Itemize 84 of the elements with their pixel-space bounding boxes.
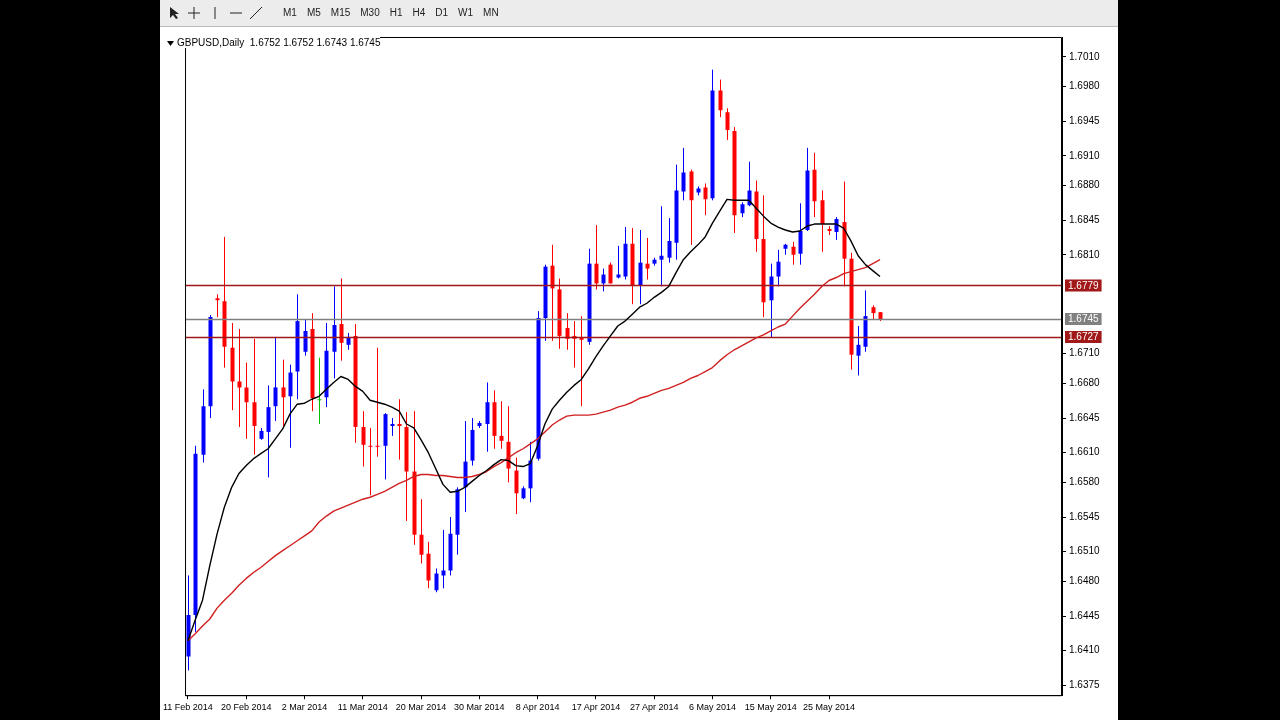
x-tick-label: 6 May 2014: [688, 702, 736, 713]
y-tick-label: 1.6610: [1069, 446, 1101, 458]
text: M5: [305, 6, 322, 20]
candlestick: [361, 410, 366, 468]
candlestick: [368, 427, 373, 496]
text: D1: [434, 6, 450, 20]
text: MN: [482, 6, 500, 20]
y-tick-label: 1.6680: [1069, 377, 1101, 389]
x-tick-label: 15 May 2014: [744, 702, 797, 713]
candlestick: [856, 325, 861, 376]
y-tick-label: 1.6645: [1069, 411, 1101, 423]
candlestick: [579, 315, 584, 407]
candlestick: [616, 245, 621, 280]
candlestick: [375, 347, 380, 458]
y-tick-label: 1.6910: [1069, 149, 1101, 161]
candlestick: [419, 498, 424, 565]
candlestick: [273, 336, 278, 422]
candlestick: [659, 205, 664, 287]
candlestick: [791, 241, 796, 266]
text: H4: [411, 6, 427, 20]
candlestick: [769, 263, 774, 339]
candlestick: [288, 364, 293, 449]
candlestick: [645, 237, 650, 280]
ref-line-label: 1.6745: [1068, 313, 1100, 325]
y-tick-label: 1.7010: [1069, 50, 1101, 62]
x-tick-label: 8 Apr 2014: [515, 702, 560, 713]
y-tick-label: 1.6810: [1069, 248, 1101, 260]
x-tick-label: 25 May 2014: [803, 702, 856, 713]
candlestick: [594, 224, 599, 290]
y-tick-label: 1.6510: [1069, 545, 1101, 557]
candlestick: [514, 457, 519, 515]
ref-line-label: 1.6779: [1068, 279, 1100, 291]
y-tick-label: 1.6375: [1069, 679, 1101, 691]
text: H1: [388, 6, 404, 20]
y-tick-label: 1.6980: [1069, 80, 1101, 92]
candlestick: [397, 398, 402, 461]
x-tick-label: 11 Feb 2014: [163, 702, 213, 713]
candlestick: [718, 79, 723, 118]
candlestick: [244, 362, 249, 440]
candlestick: [725, 107, 730, 141]
candlestick: [638, 229, 643, 305]
x-tick-label: 27 Apr 2014: [629, 702, 679, 713]
candlestick: [820, 189, 825, 253]
candlestick: [776, 249, 781, 287]
y-tick-label: 1.6580: [1069, 476, 1101, 488]
candlestick: [434, 568, 439, 593]
candlestick: [681, 147, 686, 201]
y-tick-label: 1.6545: [1069, 510, 1101, 522]
y-tick-label: 1.6410: [1069, 644, 1101, 656]
candlestick: [252, 338, 257, 456]
ref-line-label: 1.6727: [1068, 331, 1100, 343]
y-tick-label: 1.6845: [1069, 213, 1101, 225]
candlestick: [303, 319, 308, 357]
candlestick: [281, 359, 286, 428]
candlestick: [667, 217, 672, 264]
x-tick-label: 30 Mar 2014: [454, 702, 505, 713]
text: M30: [359, 6, 381, 20]
text: M1: [282, 6, 298, 20]
candlestick: [550, 244, 555, 342]
chart-title: GBPUSD,Daily 1.6752 1.6752 1.6743 1.6745: [177, 37, 381, 48]
x-tick-label: 2 Mar 2014: [281, 702, 328, 713]
candlestick: [441, 529, 446, 589]
candlestick: [215, 293, 220, 318]
y-tick-label: 1.6880: [1069, 179, 1101, 191]
candlestick: [565, 312, 570, 351]
candlestick: [747, 161, 752, 207]
x-tick-label: 11 Mar 2014: [337, 702, 388, 713]
candlestick: [339, 278, 344, 362]
y-tick-label: 1.6710: [1069, 347, 1101, 359]
candlestick: [798, 202, 803, 266]
y-tick-label: 1.6945: [1069, 114, 1101, 126]
y-tick-label: 1.6445: [1069, 609, 1101, 621]
text: M15: [329, 6, 352, 20]
y-tick-label: 1.6480: [1069, 575, 1101, 587]
x-tick-label: 17 Apr 2014: [571, 702, 621, 713]
x-tick-label: 20 Feb 2014: [220, 702, 272, 713]
text: W1: [457, 6, 475, 20]
candlestick: [601, 268, 606, 292]
candlestick: [485, 381, 490, 453]
x-tick-label: 20 Mar 2014: [395, 702, 447, 713]
candlestick: [237, 328, 242, 428]
candlestick: [317, 357, 322, 425]
candlestick: [499, 400, 504, 450]
candlestick: [703, 182, 708, 216]
